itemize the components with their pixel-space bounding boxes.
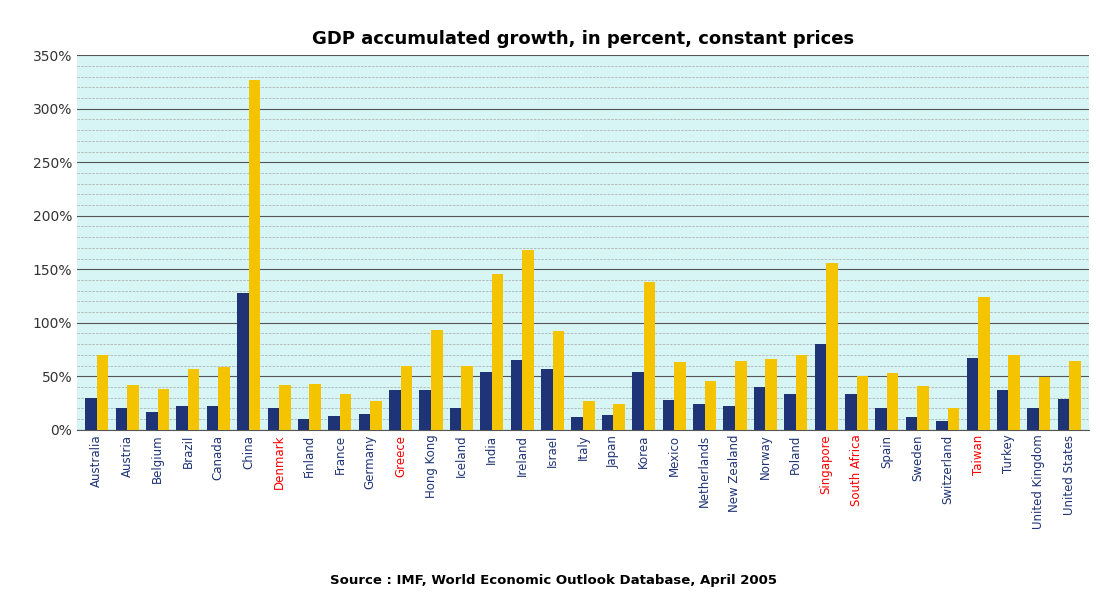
Bar — [614, 404, 625, 430]
Bar — [481, 372, 492, 430]
Bar — [1027, 408, 1038, 430]
Bar — [238, 293, 249, 430]
Bar — [845, 394, 857, 430]
Bar — [674, 362, 685, 430]
Title: GDP accumulated growth, in percent, constant prices: GDP accumulated growth, in percent, cons… — [312, 30, 854, 48]
Bar — [784, 394, 795, 430]
Bar — [340, 394, 351, 430]
Bar — [157, 389, 169, 430]
Bar — [997, 391, 1009, 430]
Bar — [218, 367, 230, 430]
Bar — [461, 365, 473, 430]
Bar — [693, 404, 705, 430]
Bar — [815, 344, 826, 430]
Bar — [146, 411, 157, 430]
Bar — [1058, 398, 1069, 430]
Bar — [857, 376, 868, 430]
Bar — [97, 355, 108, 430]
Bar — [1009, 355, 1020, 430]
Bar — [249, 80, 261, 430]
Text: Source : IMF, World Economic Outlook Database, April 2005: Source : IMF, World Economic Outlook Dat… — [330, 573, 777, 587]
Bar — [85, 398, 97, 430]
Bar — [632, 372, 644, 430]
Bar — [887, 373, 899, 430]
Bar — [917, 386, 928, 430]
Bar — [978, 297, 990, 430]
Bar — [662, 400, 674, 430]
Bar — [371, 401, 382, 430]
Bar — [522, 250, 534, 430]
Bar — [279, 385, 290, 430]
Bar — [826, 263, 838, 430]
Bar — [552, 332, 564, 430]
Bar — [309, 384, 321, 430]
Bar — [492, 274, 504, 430]
Bar — [905, 417, 917, 430]
Bar — [724, 406, 735, 430]
Bar — [450, 408, 461, 430]
Bar — [389, 391, 400, 430]
Bar — [766, 359, 777, 430]
Bar — [176, 406, 188, 430]
Bar — [207, 406, 218, 430]
Bar — [948, 408, 959, 430]
Bar — [116, 408, 128, 430]
Bar — [359, 414, 371, 430]
Bar — [510, 360, 522, 430]
Bar — [188, 369, 199, 430]
Bar — [795, 355, 807, 430]
Bar — [583, 401, 594, 430]
Bar — [267, 408, 279, 430]
Bar — [128, 385, 139, 430]
Bar — [400, 365, 412, 430]
Bar — [644, 282, 656, 430]
Bar — [328, 416, 340, 430]
Bar — [419, 391, 431, 430]
Bar — [1038, 378, 1050, 430]
Bar — [541, 369, 552, 430]
Bar — [705, 381, 716, 430]
Bar — [754, 387, 766, 430]
Bar — [298, 419, 309, 430]
Bar — [735, 361, 747, 430]
Bar — [602, 415, 614, 430]
Bar — [876, 408, 887, 430]
Bar — [572, 417, 583, 430]
Bar — [936, 421, 948, 430]
Bar — [431, 330, 442, 430]
Bar — [967, 358, 978, 430]
Bar — [1069, 361, 1081, 430]
